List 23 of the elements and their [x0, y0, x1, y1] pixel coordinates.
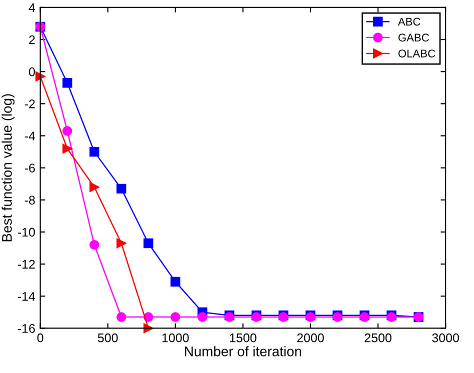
x-axis-title: Number of iteration — [185, 346, 302, 356]
x-tick-label: 500 — [98, 333, 118, 342]
x-tick-label: 1000 — [162, 333, 189, 342]
legend-label: OLABC — [398, 50, 436, 58]
x-tick-label: 1500 — [230, 333, 256, 342]
legend-label: GABC — [398, 34, 429, 42]
x-tick-label: 2000 — [297, 333, 324, 342]
y-tick-label: -8 — [24, 196, 35, 205]
y-tick-label: -6 — [24, 164, 35, 172]
x-tick-label: 0 — [37, 333, 44, 342]
y-tick-label: -10 — [18, 228, 35, 237]
y-tick-label: -16 — [18, 324, 35, 333]
y-tick-label: 0 — [28, 67, 35, 76]
y-tick-label: -2 — [24, 99, 35, 108]
x-tick-label: 2500 — [364, 333, 392, 342]
y-tick-label: -4 — [24, 132, 36, 140]
y-tick-label: 2 — [29, 35, 35, 44]
x-tick-label: 3000 — [432, 333, 459, 342]
y-tick-label: -12 — [18, 260, 35, 269]
legend-label: ABC — [398, 18, 420, 26]
y-axis-title: Best function value (log) — [2, 94, 15, 242]
y-tick-label: 4 — [28, 3, 36, 12]
y-tick-label: -14 — [18, 292, 36, 301]
